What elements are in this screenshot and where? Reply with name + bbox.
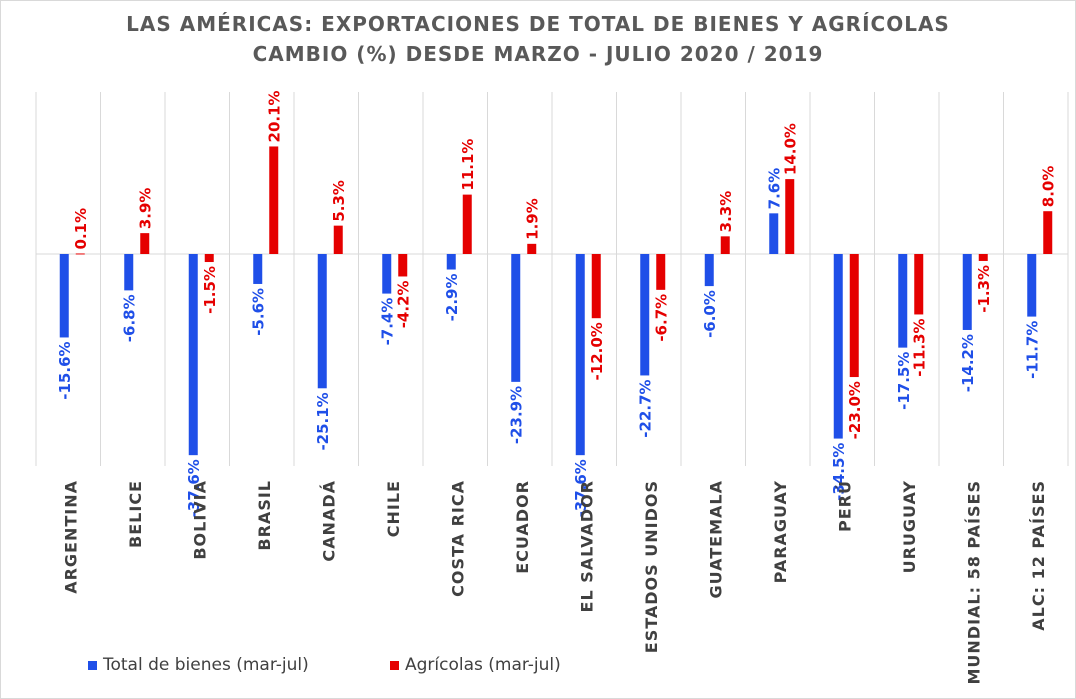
bar-agri-6 [462, 194, 472, 254]
data-label-total-2: -37.6% [185, 459, 203, 517]
bar-agri-12 [849, 254, 859, 378]
legend-item-agri: Agrícolas (mar-jul) [390, 655, 561, 675]
bar-total-3 [253, 254, 263, 284]
bar-total-0 [59, 254, 69, 338]
bar-agri-8 [591, 254, 601, 319]
data-label-total-13: -17.5% [895, 352, 913, 410]
category-label-6: COSTA RICA [448, 480, 467, 597]
category-label-10: GUATEMALA [706, 480, 725, 599]
category-label-11: PARAGUAY [771, 480, 790, 583]
bar-total-7 [511, 254, 521, 382]
legend-item-total: Total de bienes (mar-jul) [88, 655, 309, 675]
category-label-2: BOLIVIA [190, 480, 209, 560]
data-label-total-5: -7.4% [379, 298, 397, 346]
data-label-total-0: -15.6% [56, 341, 74, 399]
data-label-agri-10: 3.3% [717, 191, 735, 233]
category-label-1: BELICE [126, 480, 145, 548]
category-label-5: CHILE [384, 480, 403, 537]
legend-swatch-total [88, 660, 97, 670]
bar-total-1 [124, 254, 134, 291]
data-label-total-8: -37.6% [572, 459, 590, 517]
bar-total-13 [898, 254, 908, 348]
bar-agri-2 [204, 254, 214, 263]
data-label-agri-8: -12.0% [588, 322, 606, 380]
data-label-total-9: -22.7% [637, 379, 655, 437]
category-label-14: MUNDIAL: 58 PAÍSES [964, 480, 983, 685]
legend-label-total: Total de bienes (mar-jul) [103, 655, 309, 675]
bar-agri-10 [720, 236, 730, 254]
data-label-total-3: -5.6% [250, 288, 268, 336]
category-label-4: CANADÁ [319, 480, 338, 562]
bar-total-14 [962, 254, 972, 330]
data-label-agri-13: -11.3% [911, 318, 929, 376]
data-label-agri-5: -4.2% [395, 280, 413, 328]
data-label-agri-0: 0.1% [72, 208, 90, 250]
category-label-7: ECUADOR [513, 480, 532, 574]
bar-agri-0 [75, 253, 85, 255]
data-label-total-11: 7.6% [766, 168, 784, 210]
bar-total-12 [833, 254, 843, 439]
data-label-agri-2: -1.5% [201, 266, 219, 314]
bar-agri-15 [1043, 211, 1053, 254]
bar-total-10 [704, 254, 714, 287]
data-label-agri-7: 1.9% [524, 198, 542, 240]
category-label-3: BRASIL [255, 480, 274, 551]
data-label-agri-14: -1.3% [975, 265, 993, 313]
legend-label-agri: Agrícolas (mar-jul) [405, 655, 561, 675]
category-label-13: URUGUAY [900, 480, 919, 573]
data-label-agri-3: 20.1% [266, 90, 284, 142]
bar-total-8 [575, 254, 585, 456]
data-label-total-14: -14.2% [959, 334, 977, 392]
data-label-total-1: -6.8% [121, 294, 139, 342]
data-label-agri-11: 14.0% [782, 123, 800, 175]
bar-agri-4 [333, 225, 343, 254]
bar-total-11 [769, 213, 779, 254]
bar-total-9 [640, 254, 650, 376]
data-label-agri-1: 3.9% [137, 188, 155, 230]
data-label-total-12: -34.5% [830, 443, 848, 501]
bar-agri-14 [978, 254, 988, 261]
data-label-agri-12: -23.0% [846, 381, 864, 439]
bar-agri-3 [269, 146, 279, 254]
bar-agri-7 [527, 243, 537, 254]
data-label-agri-4: 5.3% [330, 180, 348, 222]
legend-swatch-agri [390, 660, 399, 670]
data-label-total-7: -23.9% [508, 386, 526, 444]
bar-total-6 [446, 254, 456, 270]
data-label-total-10: -6.0% [701, 290, 719, 338]
bar-agri-13 [914, 254, 924, 315]
bar-agri-9 [656, 254, 666, 290]
category-label-12: PERÚ [835, 480, 854, 532]
data-label-agri-15: 8.0% [1040, 166, 1058, 208]
bar-agri-1 [140, 233, 150, 254]
bar-agri-5 [398, 254, 408, 277]
bar-total-2 [188, 254, 198, 456]
category-label-0: ARGENTINA [61, 480, 80, 594]
bar-total-4 [317, 254, 327, 389]
bar-total-15 [1027, 254, 1037, 317]
data-label-total-4: -25.1% [314, 392, 332, 450]
chart-title: LAS AMÉRICAS: EXPORTACIONES DE TOTAL DE … [126, 12, 950, 36]
data-label-agri-6: 11.1% [459, 139, 477, 191]
bar-agri-11 [785, 179, 795, 254]
category-label-8: EL SALVADOR [577, 480, 596, 612]
category-label-15: ALC: 12 PAÍSES [1029, 480, 1048, 631]
data-label-agri-9: -6.7% [653, 294, 671, 342]
category-label-9: ESTADOS UNIDOS [642, 480, 661, 653]
data-label-total-15: -11.7% [1024, 321, 1042, 379]
data-label-total-6: -2.9% [443, 274, 461, 322]
bar-total-5 [382, 254, 392, 294]
chart-subtitle: CAMBIO (%) DESDE MARZO - JULIO 2020 / 20… [252, 42, 824, 66]
